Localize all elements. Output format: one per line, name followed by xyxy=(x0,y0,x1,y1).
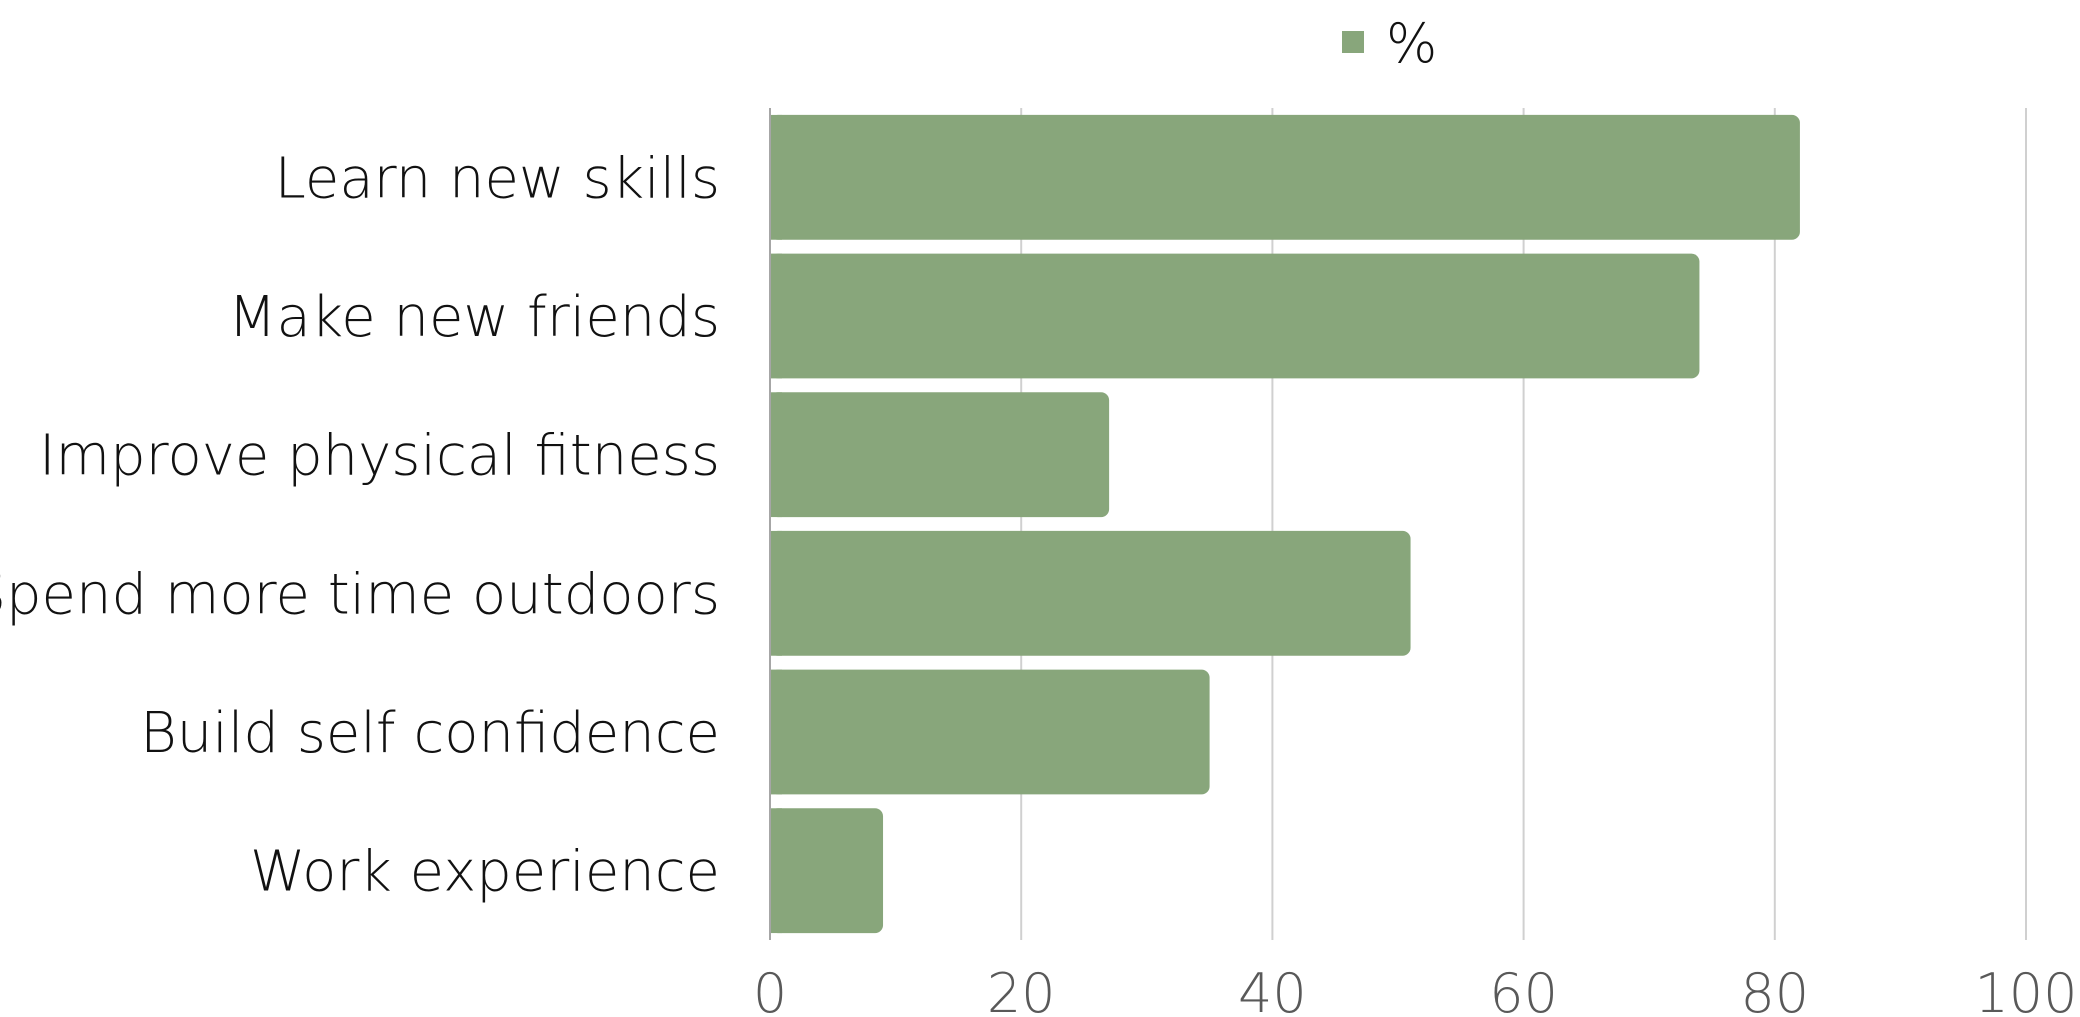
category-labels: Learn new skills Make new friends Improve … xyxy=(0,146,720,904)
x-tick-label: 40 xyxy=(1238,962,1307,1017)
bar-left-edge xyxy=(770,808,782,934)
bar-left-edge xyxy=(770,114,782,240)
bars xyxy=(770,114,1800,934)
bar-left-edge xyxy=(770,392,782,518)
bar-left-edge xyxy=(770,253,782,379)
bar xyxy=(770,808,884,934)
bar xyxy=(770,669,1210,795)
category-label: Work experience xyxy=(250,840,720,905)
bar xyxy=(770,114,1800,240)
legend-label: % xyxy=(1386,12,1437,75)
bar xyxy=(770,253,1700,379)
bar-left-edge xyxy=(770,530,782,656)
x-tick-label: 100 xyxy=(1974,962,2077,1017)
category-label: Make new friends xyxy=(228,285,720,350)
category-label: Improve physical fitness xyxy=(39,424,720,489)
legend: % xyxy=(1342,12,1437,75)
x-tick-label: 20 xyxy=(987,962,1056,1017)
category-label: Spend more time outdoors xyxy=(0,562,720,627)
category-label: Learn new skills xyxy=(275,146,720,211)
bar xyxy=(770,392,1110,518)
category-label: Build self confidence xyxy=(140,701,720,766)
bar xyxy=(770,530,1411,656)
x-tick-label: 0 xyxy=(753,962,787,1017)
legend-swatch xyxy=(1342,31,1364,53)
bar-left-edge xyxy=(770,669,782,795)
x-tick-label: 60 xyxy=(1489,962,1558,1017)
value-axis: 0 20 40 60 80 100 xyxy=(753,108,2078,1017)
x-tick-label: 80 xyxy=(1740,962,1809,1017)
gridlines xyxy=(1020,108,2027,940)
